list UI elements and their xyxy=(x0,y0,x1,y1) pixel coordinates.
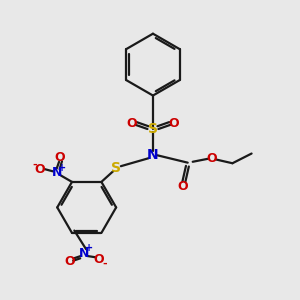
Text: O: O xyxy=(206,152,217,165)
Text: +: + xyxy=(85,243,93,253)
Text: N: N xyxy=(147,148,159,162)
Text: S: S xyxy=(148,122,158,136)
Text: +: + xyxy=(58,163,66,173)
Text: O: O xyxy=(54,151,65,164)
Text: S: S xyxy=(111,161,121,175)
Text: -: - xyxy=(33,160,37,170)
Text: N: N xyxy=(79,247,89,260)
Text: O: O xyxy=(94,253,104,266)
Text: O: O xyxy=(177,180,188,193)
Text: O: O xyxy=(64,255,75,268)
Text: O: O xyxy=(169,117,179,130)
Text: O: O xyxy=(34,163,45,176)
Text: O: O xyxy=(126,117,137,130)
Text: N: N xyxy=(52,166,62,179)
Text: -: - xyxy=(102,259,107,269)
